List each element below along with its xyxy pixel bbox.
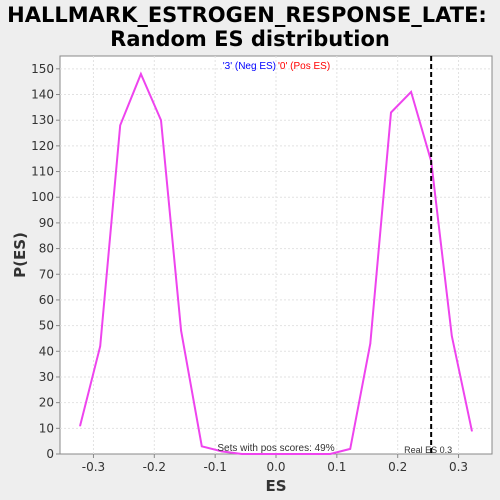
real-es-label: Real ES 0.3 bbox=[404, 445, 452, 455]
data-point bbox=[79, 424, 81, 427]
data-point bbox=[410, 91, 412, 93]
data-point bbox=[329, 453, 331, 455]
legend-pos-label: '0' (Pos ES) bbox=[278, 61, 330, 72]
data-point bbox=[180, 329, 182, 332]
x-tick-label: -0.2 bbox=[143, 460, 166, 474]
data-point bbox=[241, 453, 243, 455]
y-tick-label: 90 bbox=[39, 216, 54, 230]
pos-scores-label: Sets with pos scores: 49% bbox=[217, 443, 334, 454]
y-tick-label: 50 bbox=[39, 319, 54, 333]
y-tick-label: 120 bbox=[31, 139, 54, 153]
x-tick-label: 0.1 bbox=[327, 460, 346, 474]
data-point bbox=[200, 445, 203, 448]
y-tick-label: 150 bbox=[31, 62, 54, 76]
y-tick-label: 80 bbox=[39, 242, 54, 256]
data-point bbox=[221, 450, 223, 453]
data-point bbox=[99, 345, 101, 347]
y-tick-label: 140 bbox=[31, 88, 54, 102]
y-axis-title: P(ES) bbox=[11, 232, 29, 278]
y-axis-ticks: 0 10 20 30 40 50 60 70 80 90 100 110 120 130 140 150 bbox=[31, 62, 60, 461]
x-axis-ticks: -0.3 -0.2 -0.1 0.0 0.1 0.2 0.3 bbox=[82, 454, 468, 474]
data-point bbox=[390, 111, 392, 114]
y-tick-label: 0 bbox=[46, 447, 54, 461]
y-tick-label: 110 bbox=[31, 165, 54, 179]
data-point bbox=[140, 73, 142, 75]
data-point bbox=[471, 430, 473, 432]
x-tick-label: 0.0 bbox=[266, 460, 285, 474]
legend-neg-label: '3' (Neg ES) bbox=[223, 61, 276, 72]
chart-title-line2: Random ES distribution bbox=[110, 27, 390, 51]
x-tick-label: -0.1 bbox=[203, 460, 226, 474]
x-tick-label: 0.2 bbox=[388, 460, 407, 474]
data-point bbox=[451, 335, 453, 337]
y-tick-label: 30 bbox=[39, 370, 54, 384]
data-point bbox=[309, 453, 311, 455]
x-tick-label: -0.3 bbox=[82, 460, 105, 474]
y-tick-label: 10 bbox=[39, 421, 54, 435]
y-tick-label: 100 bbox=[31, 190, 54, 204]
data-point bbox=[160, 119, 162, 121]
data-point bbox=[275, 453, 277, 455]
y-tick-label: 20 bbox=[39, 396, 54, 410]
y-tick-label: 40 bbox=[39, 344, 54, 358]
x-axis-title: ES bbox=[265, 477, 286, 495]
chart-title-line1: HALLMARK_ESTROGEN_RESPONSE_LATE: bbox=[7, 3, 487, 27]
data-point bbox=[349, 448, 352, 450]
data-point bbox=[119, 124, 122, 127]
y-tick-label: 70 bbox=[39, 267, 54, 281]
y-tick-label: 130 bbox=[31, 113, 54, 127]
x-tick-label: 0.3 bbox=[449, 460, 468, 474]
y-tick-label: 60 bbox=[39, 293, 54, 307]
data-point bbox=[369, 342, 372, 345]
